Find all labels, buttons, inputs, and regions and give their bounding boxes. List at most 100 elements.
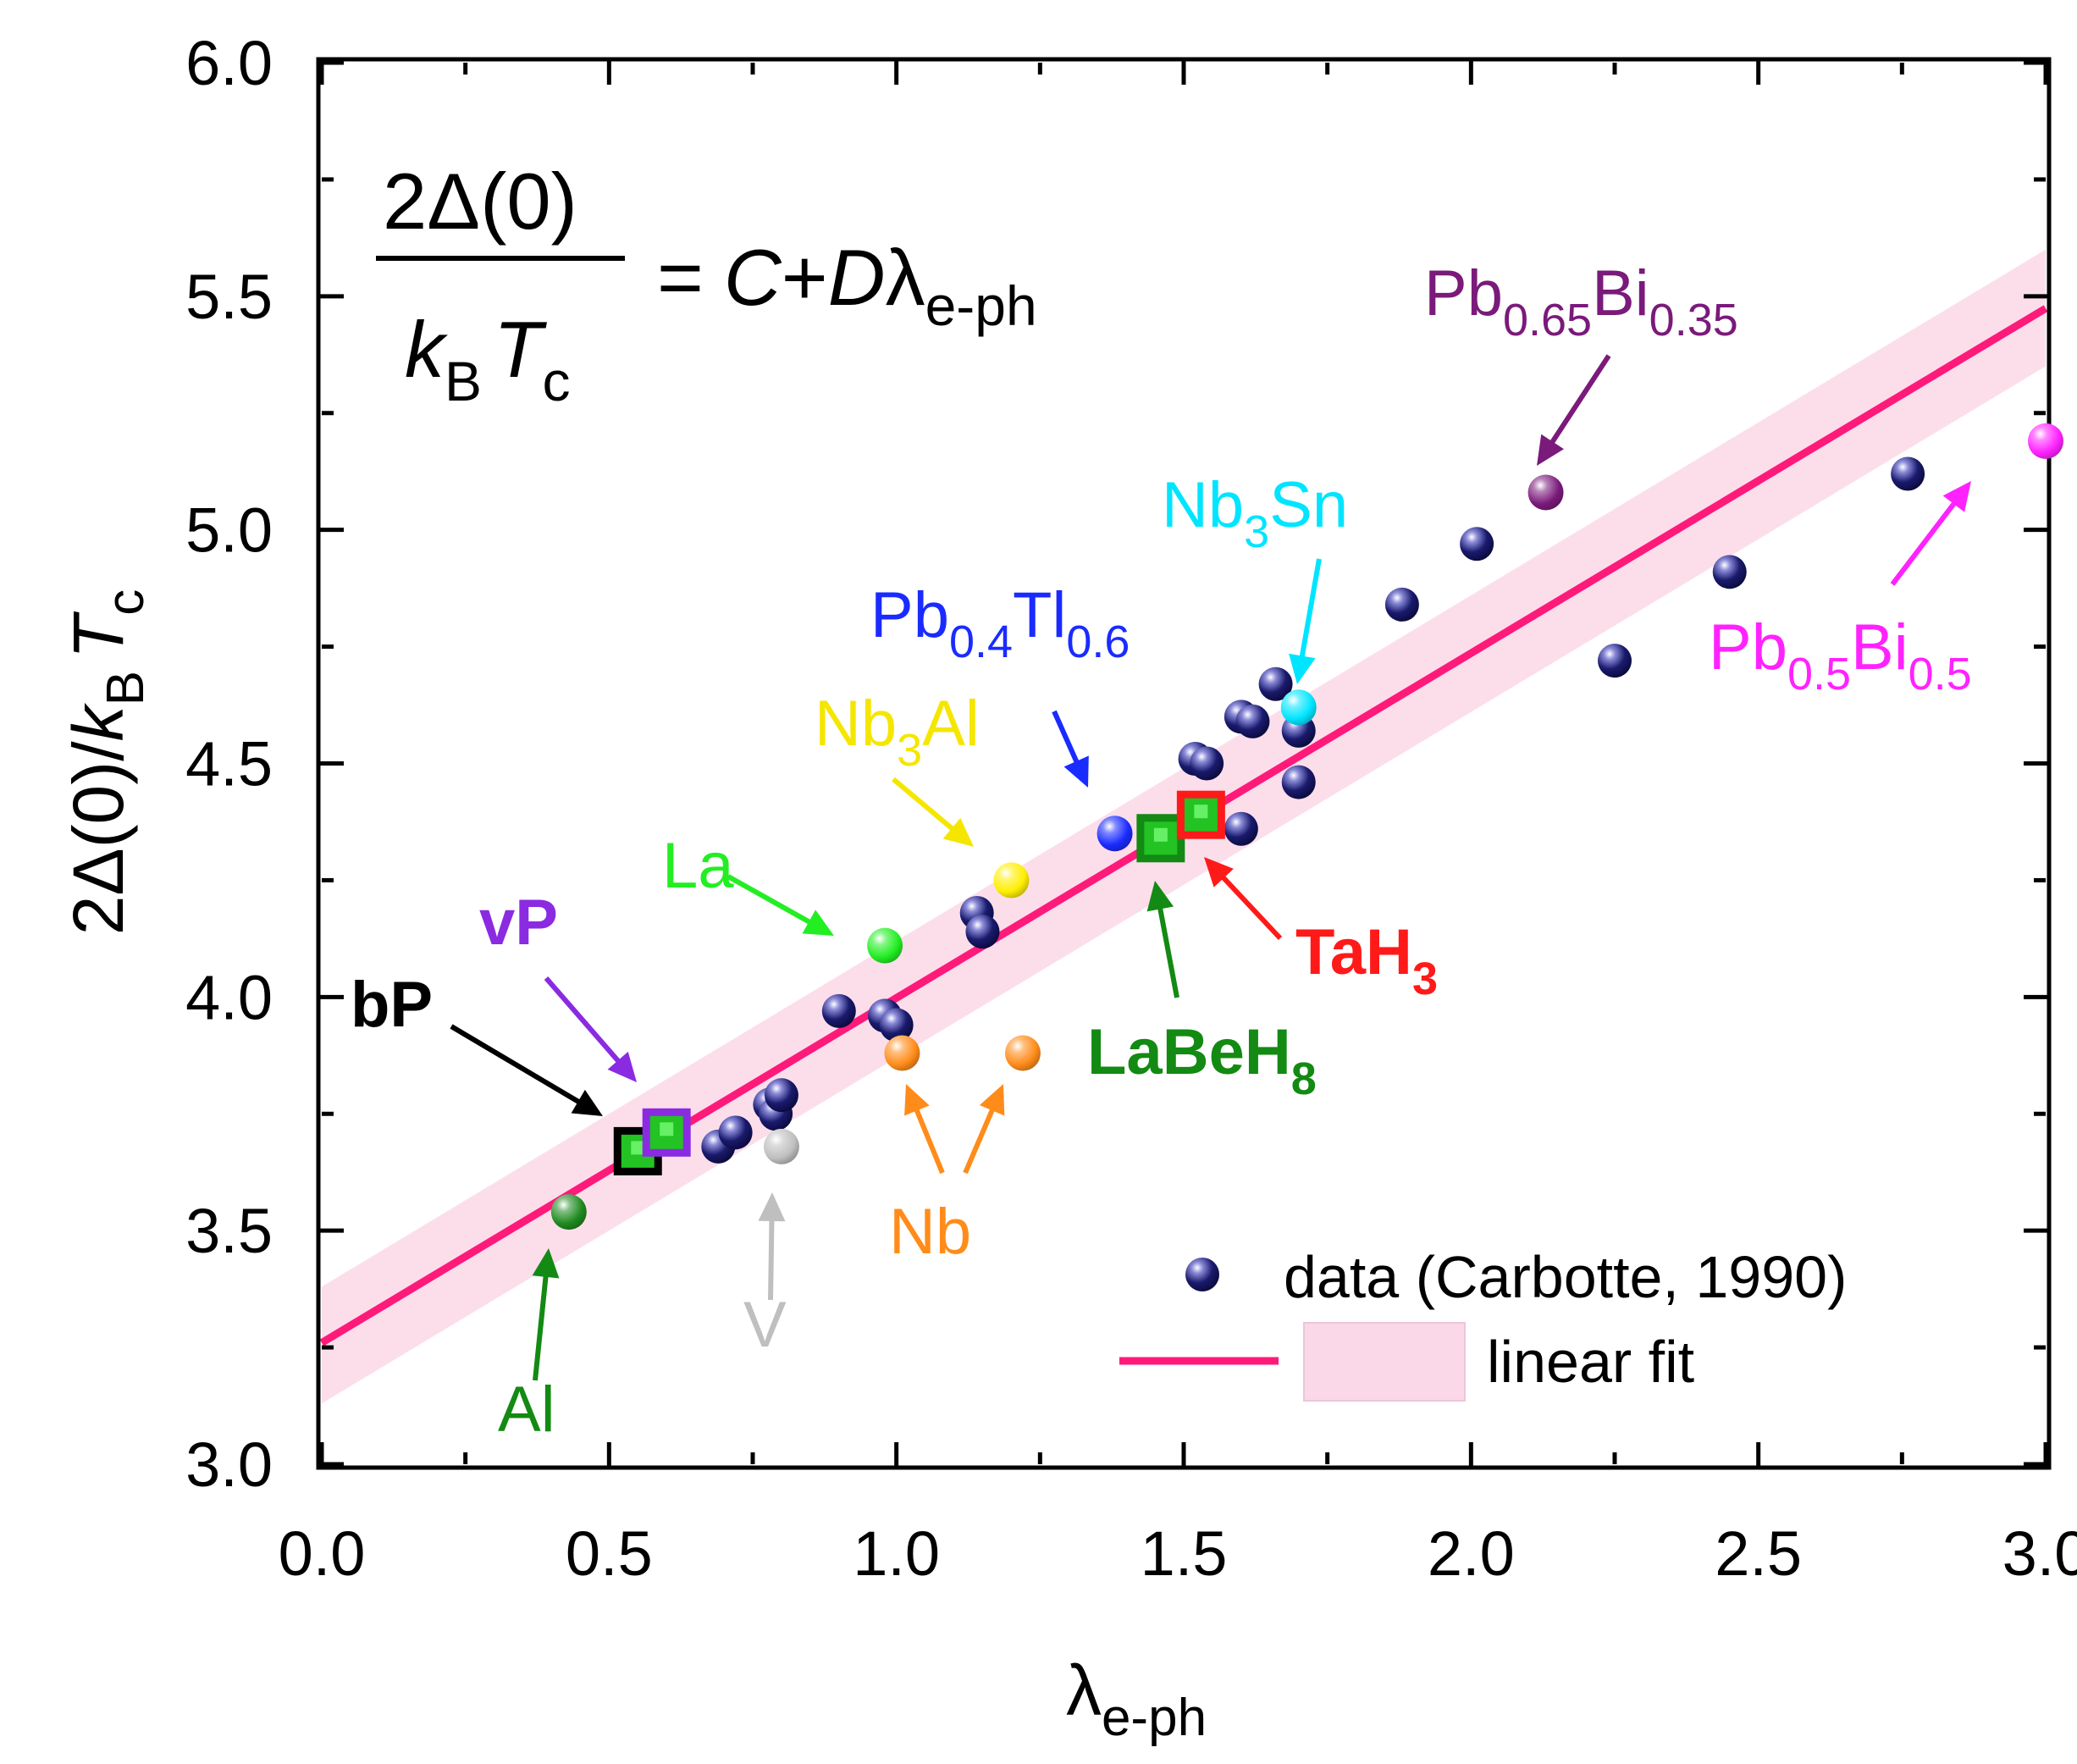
legend-data-label: data (Carbotte, 1990) — [1284, 1244, 1847, 1310]
annotation-arrowhead — [1063, 755, 1089, 788]
annotation-arrow — [726, 874, 815, 927]
y-tick-labels: 3.0 3.5 4.0 4.5 5.0 5.5 6.0 — [185, 28, 273, 1500]
annotation-arrowhead — [607, 1051, 637, 1082]
highlight-point — [993, 862, 1030, 899]
y-tick-label: 3.0 — [185, 1429, 273, 1500]
annotation-arrow — [1547, 354, 1611, 448]
x-tick-label: 2.5 — [1715, 1518, 1802, 1589]
annotation-arrowhead — [979, 1084, 1005, 1116]
equation-numerator: 2Δ(0) — [383, 157, 577, 246]
label-bP: bP — [351, 969, 433, 1041]
highlight-point — [2028, 423, 2063, 459]
label-PbBi065: Pb0.65Bi0.35 — [1424, 257, 1738, 346]
data-point — [1281, 765, 1316, 799]
square-marker-highlight — [1194, 805, 1208, 819]
highlight-point — [1280, 689, 1317, 726]
highlight-point — [1004, 1035, 1041, 1071]
x-tick-label: 0.5 — [566, 1518, 653, 1589]
x-axis-label: λe-ph — [1066, 1651, 1207, 1747]
highlight-point — [867, 927, 903, 964]
equation: 2Δ(0) kB Tc = C+Dλe-ph — [376, 157, 1037, 412]
annotation-arrow — [963, 1103, 997, 1175]
data-point — [1598, 644, 1632, 678]
annotation-arrow — [892, 777, 958, 834]
annotation-arrowhead — [1942, 481, 1971, 512]
label-PbTl: Pb0.4Tl0.6 — [870, 579, 1130, 667]
x-tick-label: 1.0 — [853, 1518, 940, 1589]
data-point — [879, 1008, 914, 1042]
label-TaH3: TaH3 — [1295, 916, 1438, 1004]
annotation-arrow — [768, 1215, 775, 1301]
x-tick-label: 2.0 — [1428, 1518, 1515, 1589]
label-Nb3Sn: Nb3Sn — [1162, 469, 1348, 557]
x-tick-label: 1.5 — [1141, 1518, 1228, 1589]
data-point — [965, 915, 1000, 949]
highlight-point — [763, 1128, 799, 1164]
data-point — [821, 993, 856, 1028]
legend-fit-label: linear fit — [1487, 1329, 1694, 1395]
annotation-arrow — [450, 1024, 585, 1107]
annotation-arrowhead — [904, 1084, 930, 1116]
highlight-point — [1097, 816, 1133, 852]
annotation-arrowhead — [802, 910, 834, 936]
label-La: La — [662, 830, 734, 902]
legend: data (Carbotte, 1990) linear fit — [1119, 1244, 1847, 1402]
axis-ticks — [318, 59, 2049, 1468]
x-tick-label: 3.0 — [2002, 1518, 2077, 1589]
label-Nb3Al: Nb3Al — [815, 688, 980, 776]
legend-band-swatch — [1303, 1322, 1466, 1402]
annotation-arrowhead — [942, 817, 974, 847]
highlight-point — [884, 1035, 920, 1071]
highlight-point — [550, 1194, 587, 1230]
annotation-arrowhead — [1146, 881, 1174, 912]
square-marker-highlight — [660, 1122, 674, 1136]
square-markers — [613, 790, 1225, 1175]
annotation-arrowhead — [1289, 653, 1316, 684]
annotation-arrow — [912, 1104, 945, 1175]
y-tick-label: 4.5 — [185, 729, 273, 799]
annotation-arrowhead — [1537, 434, 1564, 466]
annotation-arrowhead — [532, 1248, 560, 1279]
label-vP: vP — [479, 887, 558, 959]
data-point — [764, 1078, 798, 1113]
data-point — [1224, 811, 1258, 846]
label-LaBeH8: LaBeH8 — [1087, 1016, 1317, 1104]
label-Al: Al — [498, 1374, 555, 1446]
highlighted-points — [550, 423, 2063, 1230]
label-PbBi05: Pb0.5Bi0.5 — [1709, 611, 1972, 700]
y-tick-label: 6.0 — [185, 28, 273, 98]
annotation-arrow — [1052, 710, 1081, 768]
annotation-arrow — [1890, 497, 1959, 586]
equation-rhs: = C+Dλe-ph — [657, 233, 1037, 337]
legend-data-marker — [1185, 1258, 1219, 1291]
x-tick-label: 0.0 — [279, 1518, 366, 1589]
square-marker-highlight — [631, 1141, 645, 1155]
data-point — [1258, 666, 1293, 701]
y-tick-label: 5.5 — [185, 262, 273, 332]
label-V: V — [743, 1289, 787, 1361]
square-marker — [642, 1108, 691, 1157]
data-point — [1712, 555, 1747, 589]
annotation-arrowhead — [571, 1089, 603, 1116]
annotation-arrow — [1298, 558, 1322, 662]
annotation-arrow — [544, 976, 624, 1067]
y-tick-label: 5.0 — [185, 495, 273, 566]
data-point — [1891, 456, 1925, 491]
annotation-arrowhead — [758, 1192, 786, 1222]
square-marker-highlight — [1153, 827, 1168, 842]
annotation-arrowhead — [1204, 857, 1234, 888]
annotation-arrow — [1218, 871, 1283, 941]
label-Nb: Nb — [889, 1196, 971, 1268]
data-point — [1235, 704, 1270, 738]
data-point — [1384, 587, 1419, 622]
data-points — [701, 456, 1925, 1164]
y-tick-label: 4.0 — [185, 962, 273, 1032]
data-point — [718, 1115, 753, 1150]
data-point — [1190, 746, 1224, 781]
annotation-arrow — [1157, 903, 1179, 998]
data-point — [1460, 527, 1494, 561]
y-axis-label: 2Δ(0)/kBTc — [58, 589, 155, 936]
x-tick-labels: 0.0 0.5 1.0 1.5 2.0 2.5 3.0 — [279, 1518, 2077, 1589]
highlight-point — [1527, 474, 1564, 511]
